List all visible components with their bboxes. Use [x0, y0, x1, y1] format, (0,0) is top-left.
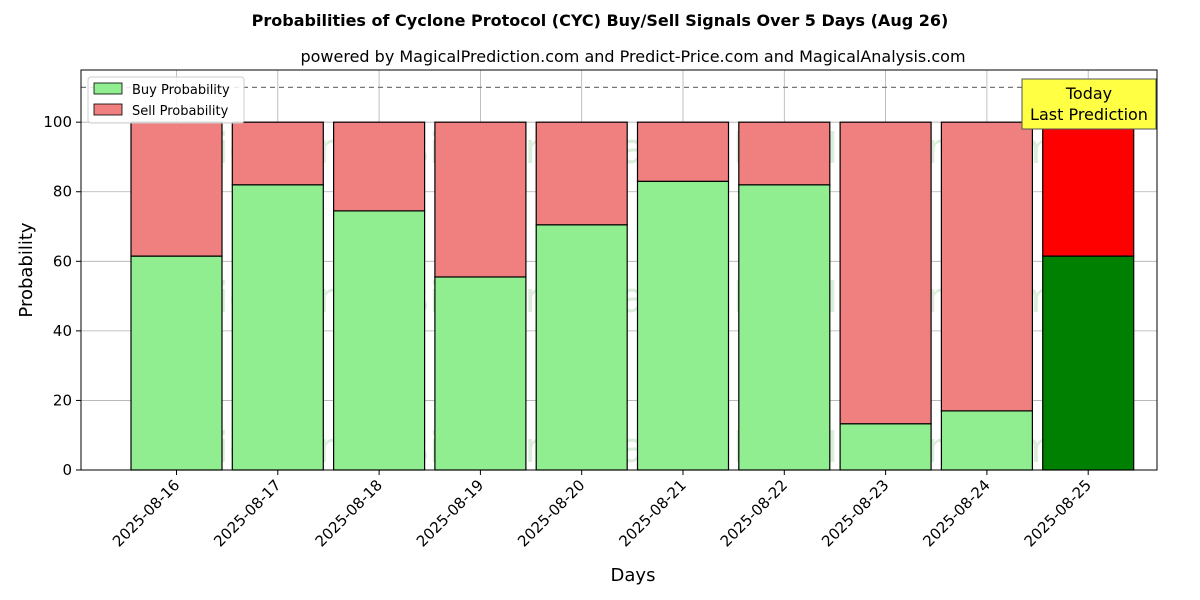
bars-layer	[130, 121, 1135, 471]
buy-bar	[434, 276, 527, 471]
x-tick-label: 2025-08-18	[312, 476, 386, 550]
buy-bar	[231, 184, 324, 471]
x-tick-label: 2025-08-22	[717, 476, 791, 550]
x-tick-label: 2025-08-24	[919, 476, 993, 550]
buy-bar	[333, 210, 426, 471]
buy-bar	[839, 423, 932, 471]
x-tick-label: 2025-08-19	[413, 476, 487, 550]
x-tick-label: 2025-08-16	[109, 476, 183, 550]
y-tick-label: 80	[53, 183, 72, 201]
x-tick-label: 2025-08-23	[818, 476, 892, 550]
sell-bar	[130, 121, 223, 257]
legend-sell-label: Sell Probability	[132, 104, 229, 119]
chart-title: Probabilities of Cyclone Protocol (CYC) …	[252, 11, 949, 30]
chart-subtitle: powered by MagicalPrediction.com and Pre…	[300, 47, 965, 66]
legend-buy-label: Buy Probability	[132, 83, 230, 98]
y-tick-label: 40	[53, 322, 72, 340]
legend-box	[87, 76, 245, 124]
plot-frame	[80, 69, 1158, 471]
sell-bar	[535, 121, 628, 226]
x-axis: 2025-08-16 2025-08-17 2025-08-18 2025-08-19…	[109, 470, 1095, 550]
sell-bar	[333, 121, 426, 212]
y-tick-label: 20	[53, 391, 72, 409]
buy-bar	[130, 255, 223, 471]
x-tick-label: 2025-08-17	[210, 476, 284, 550]
sell-bar	[839, 121, 932, 425]
legend-sell-swatch	[93, 103, 123, 116]
y-axis: 0 20 40 60 80 100	[43, 113, 81, 479]
buy-bar	[940, 410, 1034, 471]
sell-bar	[636, 121, 730, 182]
y-tick-label: 100	[43, 113, 72, 131]
buy-bar	[1042, 255, 1135, 471]
legend-buy-swatch	[93, 82, 123, 95]
buy-bar	[636, 180, 730, 471]
sell-bar	[434, 121, 527, 278]
annotation-line2: Last Prediction	[1030, 105, 1148, 124]
annotation-line1: Today	[1065, 84, 1112, 103]
y-tick-label: 60	[53, 252, 72, 270]
sell-bar	[231, 121, 324, 186]
buy-bar	[738, 184, 831, 471]
sell-bar	[738, 121, 831, 186]
x-tick-label: 2025-08-21	[615, 476, 689, 550]
x-axis-label: Days	[611, 565, 656, 586]
y-axis-label: Probability	[16, 222, 37, 317]
buy-bar	[535, 224, 628, 471]
today-annotation: Today Last Prediction	[1021, 78, 1157, 130]
x-tick-label: 2025-08-25	[1021, 476, 1095, 550]
legend: Buy Probability Sell Probability	[87, 76, 245, 124]
x-tick-label: 2025-08-20	[514, 476, 588, 550]
sell-bar	[940, 121, 1034, 412]
y-tick-label: 0	[62, 461, 72, 479]
annotation-box	[1021, 78, 1157, 130]
sell-bar	[1042, 121, 1135, 257]
